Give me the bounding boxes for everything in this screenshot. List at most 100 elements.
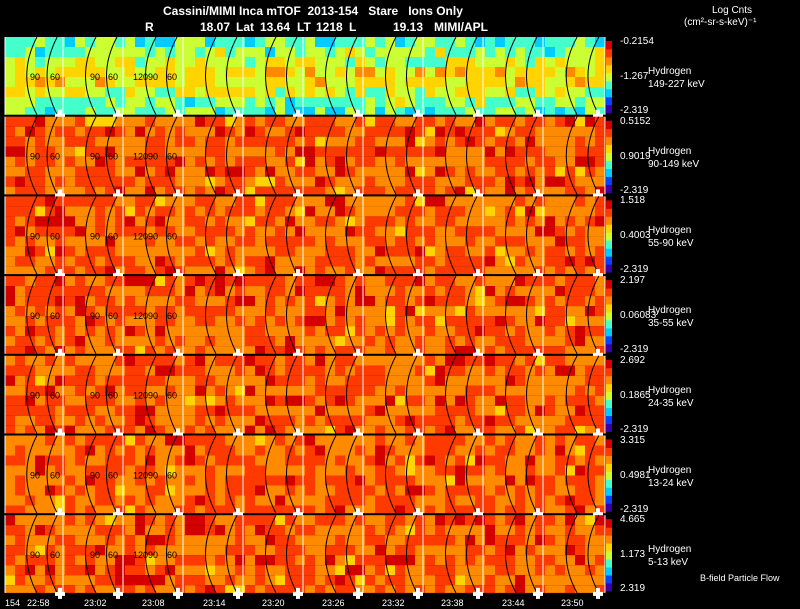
contour-line — [265, 36, 277, 115]
heatmap-cell — [75, 306, 85, 317]
heatmap-cell — [5, 146, 15, 157]
heatmap-cell — [25, 77, 35, 87]
heatmap-cell — [465, 166, 475, 177]
heatmap-cell — [145, 136, 155, 147]
contour-line — [205, 355, 217, 434]
heatmap-cell — [565, 266, 575, 275]
heatmap-cell — [105, 316, 115, 327]
heatmap-cell — [305, 126, 315, 137]
heatmap-cell — [265, 346, 275, 354]
colorbar-segment — [606, 136, 612, 146]
heatmap-cell — [145, 316, 155, 327]
heatmap-cell — [45, 455, 55, 466]
heatmap-cell — [15, 465, 25, 476]
contour-label: 120 — [133, 72, 148, 82]
heatmap-cell — [255, 375, 265, 386]
heatmap-cell — [165, 585, 175, 593]
heatmap-cell — [395, 565, 405, 576]
heatmap-cell — [495, 465, 505, 476]
heatmap-cell — [265, 525, 275, 536]
heatmap-cell — [195, 196, 205, 207]
heatmap-cell — [135, 365, 145, 376]
heatmap-cell — [15, 306, 25, 317]
heatmap-cell — [135, 435, 145, 446]
heatmap-cell — [225, 405, 235, 416]
heatmap-cell — [115, 445, 125, 456]
heatmap-cell — [55, 306, 65, 317]
heatmap-cell — [175, 316, 185, 327]
heatmap-cell — [365, 365, 375, 376]
heatmap-cell — [175, 495, 185, 506]
heatmap-cell — [145, 385, 155, 396]
heatmap-cell — [595, 136, 605, 147]
heatmap-cell — [215, 67, 225, 77]
heatmap-cell — [325, 346, 335, 354]
contour-line — [505, 196, 517, 275]
heatmap-cell — [345, 296, 355, 307]
heatmap-cell — [325, 395, 335, 406]
heatmap-cell — [345, 136, 355, 147]
heatmap-cell — [295, 166, 305, 177]
heatmap-cell — [125, 67, 135, 77]
heatmap-cell — [455, 226, 465, 237]
heatmap-cell — [75, 525, 85, 536]
heatmap-cell — [565, 585, 575, 593]
heatmap-cell — [275, 37, 285, 47]
heatmap-cell — [25, 146, 35, 157]
heatmap-cell — [65, 455, 75, 466]
heatmap-cell — [15, 226, 25, 237]
contour-label: 90 — [148, 550, 158, 560]
colorbar-segment — [606, 168, 612, 177]
heatmap-cell — [195, 385, 205, 396]
heatmap-cell — [265, 326, 275, 337]
heatmap-cell — [595, 176, 605, 187]
heatmap-cell — [105, 166, 115, 177]
heatmap-cell — [485, 266, 495, 275]
heatmap-cell — [305, 405, 315, 416]
heatmap-cell — [245, 216, 255, 227]
heatmap-cell — [435, 355, 445, 366]
contour-line — [46, 514, 58, 594]
heatmap-cell — [385, 67, 395, 77]
heatmap-cell — [135, 236, 145, 247]
heatmap-cell — [375, 266, 385, 275]
heatmap-cell — [365, 445, 375, 456]
heatmap-cell — [15, 176, 25, 187]
heatmap-cell — [395, 37, 405, 47]
heatmap-cell — [35, 37, 45, 47]
heatmap-cell — [395, 346, 405, 354]
heatmap-cell — [535, 87, 545, 97]
heatmap-cell — [545, 475, 555, 486]
heatmap-cell — [325, 37, 335, 47]
heatmap-cell — [575, 266, 585, 275]
heatmap-cell — [465, 276, 475, 287]
heatmap-cell — [525, 57, 535, 67]
heatmap-cell — [505, 107, 515, 115]
heatmap-cell — [565, 485, 575, 496]
heatmap-cell — [235, 286, 245, 297]
heatmap-cell — [155, 395, 165, 406]
heatmap-cell — [495, 156, 505, 167]
heatmap-cell — [535, 156, 545, 167]
heatmap-cell — [155, 256, 165, 267]
heatmap-cell — [5, 166, 15, 177]
heatmap-cell — [395, 276, 405, 287]
heatmap-cell — [485, 306, 495, 317]
heatmap-cell — [525, 485, 535, 496]
heatmap-cell — [585, 395, 595, 406]
heatmap-cell — [55, 355, 65, 366]
heatmap-cell — [535, 445, 545, 456]
heatmap-cell — [45, 465, 55, 476]
heatmap-cell — [5, 365, 15, 376]
heatmap-cell — [145, 326, 155, 337]
heatmap-cell — [575, 67, 585, 77]
heatmap-cell — [505, 57, 515, 67]
heatmap-cell — [175, 156, 185, 167]
heatmap-cell — [545, 246, 555, 257]
heatmap-cell — [245, 316, 255, 327]
contour-line — [406, 514, 418, 594]
heatmap-cell — [155, 475, 165, 486]
heatmap-cell — [255, 57, 265, 67]
heatmap-cell — [505, 126, 515, 137]
heatmap-cell — [235, 465, 245, 476]
